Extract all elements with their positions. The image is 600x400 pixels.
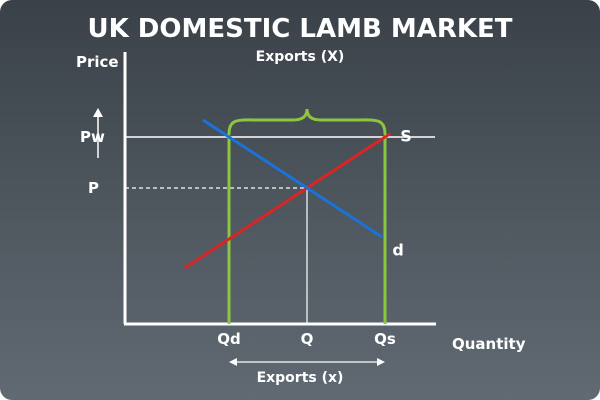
exports-bottom-label: Exports (x) <box>257 370 344 386</box>
demand-curve <box>202 118 384 239</box>
domestic-price-label: P <box>88 179 99 197</box>
price-rise-arrow-head <box>93 108 103 117</box>
supply-label: S <box>400 127 412 146</box>
exports-arrow-right-head <box>377 358 385 366</box>
exports-arrow-left-head <box>229 358 237 366</box>
qd-label: Qd <box>217 330 241 348</box>
qs-label: Qs <box>374 330 396 348</box>
supply-curve <box>183 132 392 270</box>
q-label: Q <box>301 330 314 348</box>
exports-top-label: Exports (X) <box>256 49 345 65</box>
exports-brace <box>227 108 387 136</box>
diagram-title: UK DOMESTIC LAMB MARKET <box>88 14 513 44</box>
x-axis-label: Quantity <box>452 335 526 353</box>
demand-label: d <box>392 240 403 259</box>
world-price-label: Pw <box>80 128 105 146</box>
y-axis-label: Price <box>76 53 119 71</box>
